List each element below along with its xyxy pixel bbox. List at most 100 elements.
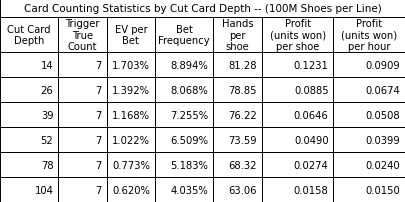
Text: 1.392%: 1.392% [112, 85, 150, 95]
Text: 8.068%: 8.068% [171, 85, 209, 95]
Bar [262, 53, 333, 78]
Bar [262, 177, 333, 202]
Text: 0.0909: 0.0909 [365, 61, 400, 70]
Bar [58, 177, 107, 202]
Bar [213, 78, 262, 103]
Text: 81.28: 81.28 [228, 61, 257, 70]
Text: Hands
per
shoe: Hands per shoe [222, 19, 254, 52]
Bar [333, 103, 405, 128]
Text: 0.0150: 0.0150 [365, 185, 400, 195]
Bar [155, 152, 213, 177]
Text: 63.06: 63.06 [228, 185, 257, 195]
Text: 0.773%: 0.773% [112, 160, 150, 170]
Bar [58, 78, 107, 103]
Bar [155, 18, 213, 53]
Text: 7: 7 [96, 135, 102, 145]
Bar [0, 18, 58, 53]
Bar [333, 53, 405, 78]
Text: 7: 7 [96, 160, 102, 170]
Bar [262, 103, 333, 128]
Text: 104: 104 [34, 185, 53, 195]
Bar [0, 177, 58, 202]
Text: 5.183%: 5.183% [171, 160, 209, 170]
Bar [58, 128, 107, 152]
Bar [213, 128, 262, 152]
Bar [107, 103, 155, 128]
Bar [262, 78, 333, 103]
Bar [0, 128, 58, 152]
Text: 0.0240: 0.0240 [366, 160, 400, 170]
Text: Cut Card
Depth: Cut Card Depth [7, 25, 51, 46]
Bar [213, 53, 262, 78]
Bar [0, 152, 58, 177]
Bar [58, 103, 107, 128]
Bar [333, 78, 405, 103]
Bar [333, 18, 405, 53]
Text: 68.32: 68.32 [228, 160, 257, 170]
Bar [107, 18, 155, 53]
Text: Profit
(units won)
per shoe: Profit (units won) per shoe [269, 19, 326, 52]
Text: Profit
(units won)
per hour: Profit (units won) per hour [341, 19, 397, 52]
Text: 4.035%: 4.035% [171, 185, 209, 195]
Text: 26: 26 [40, 85, 53, 95]
Bar [333, 128, 405, 152]
Text: 1.703%: 1.703% [112, 61, 150, 70]
Bar [155, 128, 213, 152]
Bar [155, 78, 213, 103]
Bar [58, 18, 107, 53]
Bar [0, 53, 58, 78]
Bar [107, 177, 155, 202]
Text: Bet
Frequency: Bet Frequency [158, 25, 210, 46]
Text: 8.894%: 8.894% [171, 61, 209, 70]
Bar [0, 0, 405, 18]
Text: 52: 52 [40, 135, 53, 145]
Bar [58, 152, 107, 177]
Text: 6.509%: 6.509% [171, 135, 209, 145]
Text: 14: 14 [41, 61, 53, 70]
Bar [107, 152, 155, 177]
Text: 1.168%: 1.168% [112, 110, 150, 120]
Text: 39: 39 [41, 110, 53, 120]
Bar [333, 152, 405, 177]
Bar [58, 53, 107, 78]
Bar [213, 18, 262, 53]
Text: 76.22: 76.22 [228, 110, 257, 120]
Text: 0.0674: 0.0674 [365, 85, 400, 95]
Bar [155, 53, 213, 78]
Text: 0.0399: 0.0399 [365, 135, 400, 145]
Text: 0.1231: 0.1231 [294, 61, 328, 70]
Bar [262, 18, 333, 53]
Bar [107, 128, 155, 152]
Bar [333, 177, 405, 202]
Bar [0, 103, 58, 128]
Text: 0.0274: 0.0274 [294, 160, 328, 170]
Text: 78.85: 78.85 [228, 85, 257, 95]
Text: 1.022%: 1.022% [112, 135, 150, 145]
Bar [262, 128, 333, 152]
Bar [155, 177, 213, 202]
Text: 7: 7 [96, 85, 102, 95]
Text: 0.0158: 0.0158 [294, 185, 328, 195]
Text: 78: 78 [41, 160, 53, 170]
Bar [107, 78, 155, 103]
Text: 7: 7 [96, 185, 102, 195]
Text: 7: 7 [96, 110, 102, 120]
Bar [0, 78, 58, 103]
Bar [213, 103, 262, 128]
Bar [262, 152, 333, 177]
Text: EV per
Bet: EV per Bet [115, 25, 147, 46]
Bar [107, 53, 155, 78]
Text: 0.0490: 0.0490 [294, 135, 328, 145]
Bar [155, 103, 213, 128]
Bar [213, 177, 262, 202]
Text: 7.255%: 7.255% [171, 110, 209, 120]
Text: 0.620%: 0.620% [112, 185, 150, 195]
Text: 0.0885: 0.0885 [294, 85, 328, 95]
Text: 7: 7 [96, 61, 102, 70]
Text: Trigger
True
Count: Trigger True Count [65, 19, 100, 52]
Text: 0.0508: 0.0508 [366, 110, 400, 120]
Text: 0.0646: 0.0646 [294, 110, 328, 120]
Text: 73.59: 73.59 [228, 135, 257, 145]
Text: Card Counting Statistics by Cut Card Depth -- (100M Shoes per Line): Card Counting Statistics by Cut Card Dep… [23, 4, 382, 14]
Bar [213, 152, 262, 177]
